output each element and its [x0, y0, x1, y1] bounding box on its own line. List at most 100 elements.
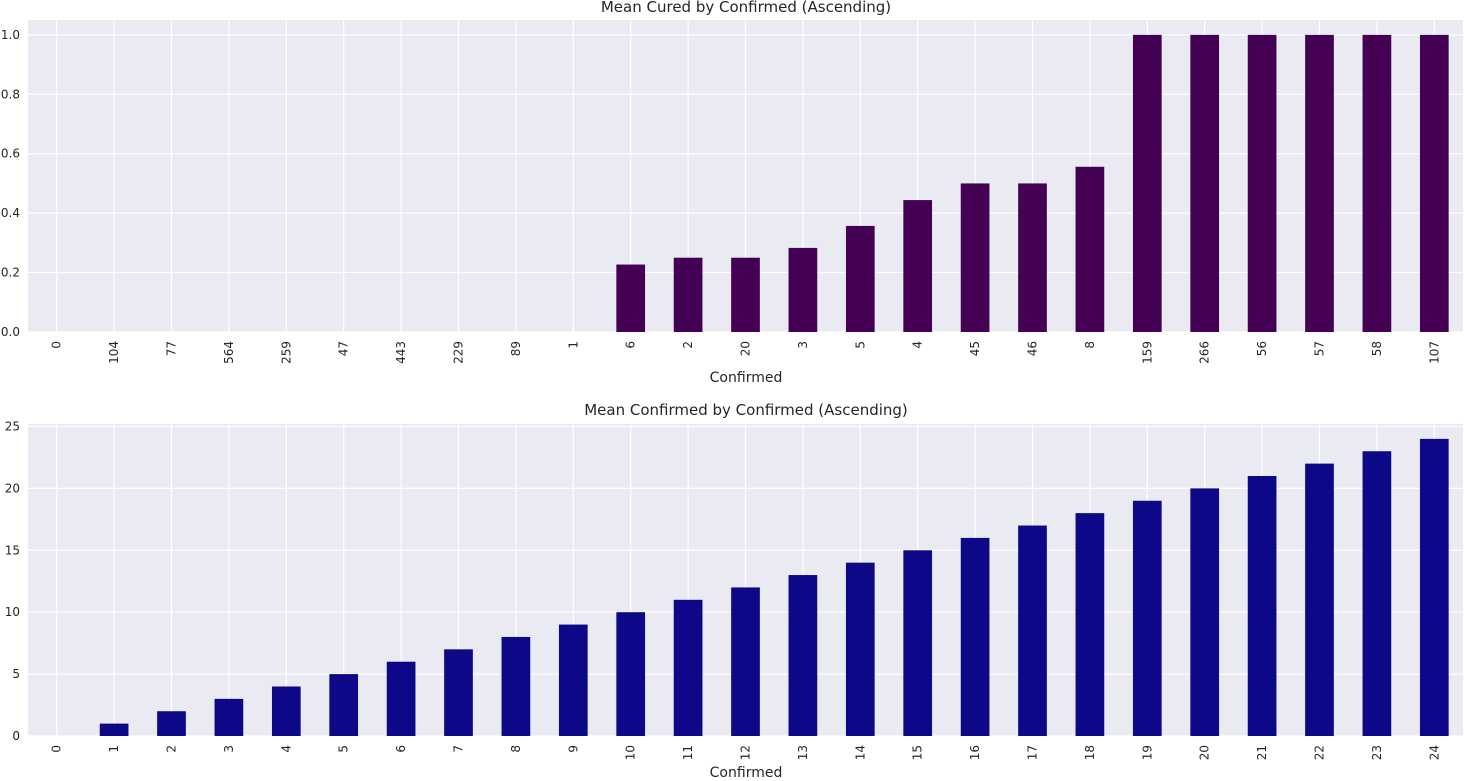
y-tick-labels: 0.0 0.2 0.4 0.6 0.8 1.0: [1, 28, 20, 339]
bar: [903, 200, 933, 332]
y-tick-label: 15: [5, 543, 20, 557]
bar: [1190, 34, 1220, 332]
x-tick-label: 4: [279, 745, 293, 753]
x-tick-label: 20: [1198, 745, 1212, 760]
bar: [788, 575, 818, 736]
y-tick-label: 0.2: [1, 266, 20, 280]
x-tick-label: 159: [1140, 341, 1154, 364]
bar: [558, 624, 588, 736]
x-tick-label: 20: [739, 341, 753, 356]
bar: [444, 649, 473, 736]
y-tick-labels: 0 5 10 15 20 25: [5, 419, 20, 743]
x-tick-label: 47: [337, 341, 351, 356]
x-tick-label: 5: [337, 745, 351, 753]
x-tick-label: 104: [107, 341, 121, 364]
y-tick-label: 0.8: [1, 87, 20, 101]
x-tick-label: 56: [1255, 341, 1269, 356]
chart-title: Mean Confirmed by Confirmed (Ascending): [584, 401, 908, 419]
y-tick-label: 0: [12, 729, 20, 743]
x-tick-label: 23: [1370, 745, 1384, 760]
x-tick-label: 564: [222, 341, 236, 364]
bars: [99, 438, 1449, 736]
x-tick-label: 443: [394, 341, 408, 364]
x-tick-label: 10: [624, 745, 638, 760]
x-tick-label: 89: [509, 341, 523, 356]
bar: [157, 711, 186, 736]
x-tick-label: 18: [1083, 745, 1097, 760]
x-tick-label: 1: [566, 341, 580, 349]
x-tick-label: 9: [566, 745, 580, 753]
bar: [616, 264, 646, 332]
bar: [845, 562, 875, 736]
x-tick-label: 22: [1313, 745, 1327, 760]
y-tick-label: 5: [12, 667, 20, 681]
x-tick-label: 229: [452, 341, 466, 364]
x-tick-label: 58: [1370, 341, 1384, 356]
bar: [1362, 34, 1392, 332]
x-tick-label: 24: [1427, 745, 1441, 760]
bar: [1247, 476, 1277, 736]
bar: [1132, 500, 1162, 736]
x-tick-label: 2: [165, 745, 179, 753]
x-tick-label: 45: [968, 341, 982, 356]
x-tick-label: 15: [911, 745, 925, 760]
y-tick-label: 25: [5, 419, 20, 433]
bar: [731, 587, 760, 736]
bar: [616, 612, 646, 736]
y-tick-label: 0.6: [1, 147, 20, 161]
x-tick-label: 3: [796, 341, 810, 349]
bar: [1305, 34, 1334, 332]
x-tick-label: 0: [50, 341, 64, 349]
bar: [1419, 34, 1449, 332]
x-tick-label: 46: [1026, 341, 1040, 356]
bar: [1247, 34, 1277, 332]
bar: [960, 183, 990, 332]
x-tick-labels: 0 1 2 3 4 5 6 7 8 9 10 11 12 13 14 15 16 17 18 19 20 21 22 23 24: [50, 745, 1442, 760]
x-tick-label: 21: [1255, 745, 1269, 760]
x-tick-labels: 0 104 77 564 259 47 443 229 89 1 6 2 20 3 5 4 45 46 8 159 26…: [50, 341, 1442, 364]
x-axis-label: Confirmed: [710, 765, 783, 781]
bar: [501, 636, 531, 736]
x-tick-label: 0: [50, 745, 64, 753]
x-axis-label: Confirmed: [710, 370, 783, 386]
bar: [731, 257, 760, 332]
x-tick-label: 266: [1198, 341, 1212, 364]
bar: [960, 537, 990, 736]
chart-confirmed: Mean Confirmed by Confirmed (Ascending) …: [5, 401, 1463, 781]
x-tick-label: 2: [681, 341, 695, 349]
bar: [1018, 525, 1047, 736]
y-tick-label: 0.0: [1, 325, 20, 339]
x-tick-label: 7: [452, 745, 466, 753]
x-tick-label: 6: [394, 745, 408, 753]
x-tick-label: 57: [1313, 341, 1327, 356]
x-tick-label: 3: [222, 745, 236, 753]
bar: [1305, 463, 1334, 736]
x-tick-label: 6: [624, 341, 638, 349]
bar: [1075, 166, 1105, 332]
x-tick-label: 19: [1140, 745, 1154, 760]
bar: [99, 723, 129, 736]
y-tick-label: 1.0: [1, 28, 20, 42]
bar: [1132, 34, 1162, 332]
x-tick-label: 8: [1083, 341, 1097, 349]
bar: [903, 550, 933, 736]
x-tick-label: 16: [968, 745, 982, 760]
x-tick-label: 107: [1427, 341, 1441, 364]
bar: [1190, 488, 1220, 736]
x-tick-label: 77: [165, 341, 179, 356]
x-tick-label: 1: [107, 745, 121, 753]
y-tick-label: 20: [5, 481, 20, 495]
x-tick-label: 14: [853, 745, 867, 760]
y-tick-label: 0.4: [1, 206, 20, 220]
x-tick-label: 5: [853, 341, 867, 349]
x-tick-label: 4: [911, 341, 925, 349]
bar: [214, 698, 244, 736]
x-tick-label: 17: [1026, 745, 1040, 760]
bar: [1018, 183, 1047, 332]
x-tick-label: 12: [739, 745, 753, 760]
chart-cured: Mean Cured by Confirmed (Ascending) 0.00…: [1, 0, 1463, 386]
bar: [271, 686, 301, 736]
x-tick-label: 11: [681, 745, 695, 760]
bar: [386, 661, 416, 736]
